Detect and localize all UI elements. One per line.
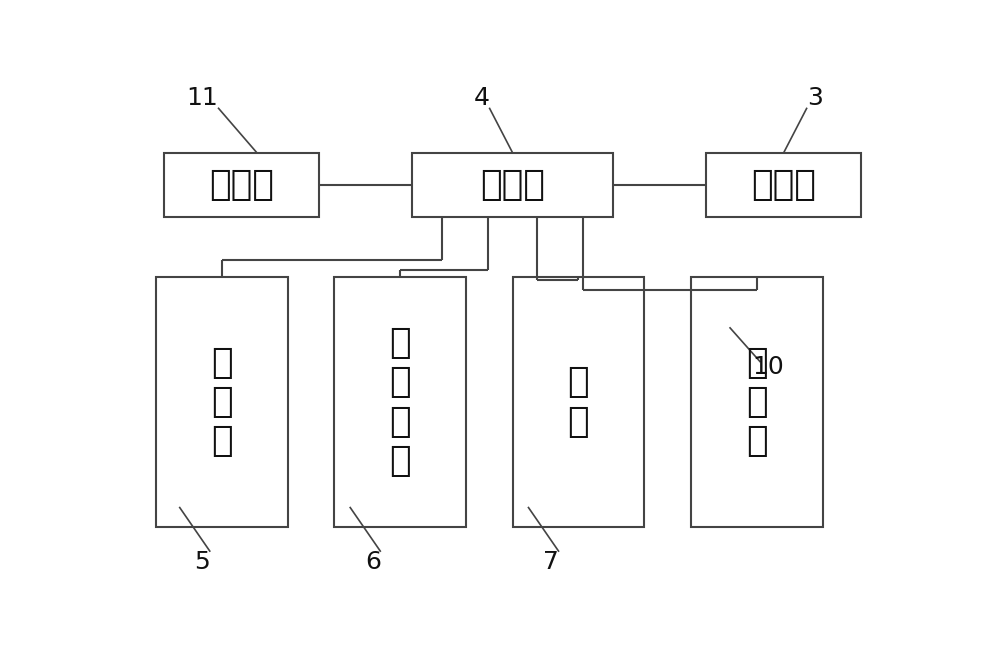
Bar [334,277,466,527]
Text: 操
作
按
键: 操 作 按 键 [389,326,411,478]
Text: 显
示
屏: 显 示 屏 [211,345,233,459]
Bar [156,277,288,527]
Text: 5: 5 [195,550,210,573]
Bar [706,153,861,218]
Bar [412,153,613,218]
Text: 摊像头: 摊像头 [751,168,816,202]
Text: 水
泵: 水 泵 [568,365,589,439]
Text: 3: 3 [807,86,823,110]
Bar [164,153,319,218]
Text: 照
明
灯: 照 明 灯 [746,345,767,459]
Text: 电源线: 电源线 [209,168,274,202]
Text: 10: 10 [752,355,784,379]
Text: 4: 4 [474,86,490,110]
Text: 11: 11 [187,86,218,110]
Bar [512,277,644,527]
Text: 控制器: 控制器 [480,168,545,202]
Text: 6: 6 [365,550,381,573]
Text: 7: 7 [543,550,559,573]
Bar [691,277,822,527]
